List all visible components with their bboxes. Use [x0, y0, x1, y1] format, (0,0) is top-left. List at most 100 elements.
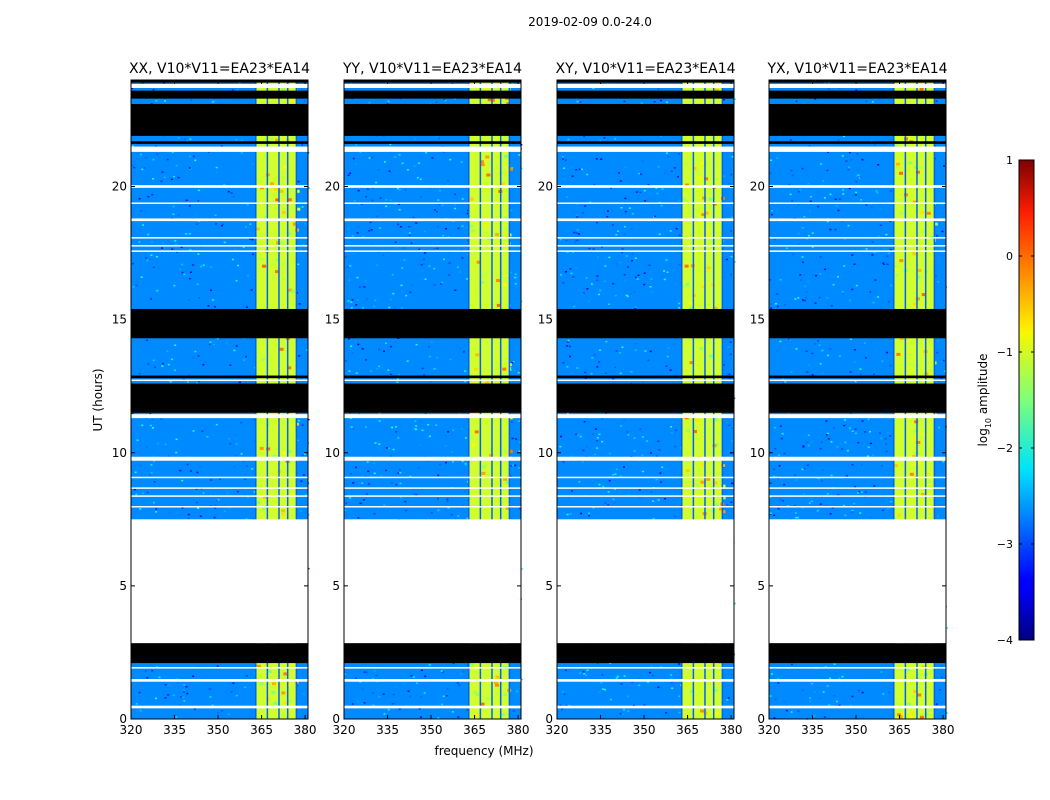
- data-gap: [344, 487, 521, 489]
- data-gap: [344, 237, 521, 239]
- data-gap: [769, 456, 946, 461]
- panel-1: XX, V10*V11=EA23*EA14 320 335 350 365 380 0 5 10…: [112, 61, 317, 737]
- x-tick-label: 335: [163, 723, 186, 737]
- data-gap: [131, 146, 308, 152]
- flagged-band: [344, 383, 521, 413]
- x-tick-label: 365: [888, 723, 911, 737]
- data-gap: [557, 495, 734, 497]
- data-gap: [344, 250, 521, 252]
- data-gap: [557, 83, 734, 88]
- data-gap: [131, 218, 308, 222]
- data-gap: [344, 146, 521, 152]
- x-tick-label: 365: [676, 723, 699, 737]
- data-gap: [131, 495, 308, 497]
- x-tick-label: 380: [932, 723, 955, 737]
- panel-title: YY, V10*V11=EA23*EA14: [342, 61, 522, 77]
- flagged-band: [131, 643, 308, 664]
- panel-title: YX, V10*V11=EA23*EA14: [766, 61, 947, 77]
- data-gap: [769, 506, 946, 508]
- data-gap: [769, 476, 946, 479]
- x-tick-label: 335: [589, 723, 612, 737]
- y-tick-label: 5: [119, 579, 127, 593]
- y-tick-label: 5: [545, 579, 553, 593]
- flagged-band: [131, 103, 308, 136]
- flagged-band: [769, 308, 946, 339]
- y-tick-label: 0: [545, 712, 553, 726]
- x-tick-label: 320: [120, 723, 143, 737]
- data-gap: [344, 202, 521, 204]
- data-gap: [769, 414, 946, 419]
- data-gap: [344, 245, 521, 247]
- flagged-band: [344, 375, 521, 379]
- x-tick-label: 320: [758, 723, 781, 737]
- flagged-band: [344, 90, 521, 99]
- data-gap: [344, 379, 521, 382]
- flagged-band: [131, 383, 308, 413]
- x-axis-label: frequency (MHz): [434, 744, 533, 758]
- data-gap: [131, 202, 308, 204]
- y-tick-label: 20: [750, 180, 765, 194]
- y-tick-label: 15: [112, 313, 127, 327]
- y-tick-label: 10: [325, 446, 340, 460]
- flagged-band: [344, 141, 521, 144]
- data-gap: [769, 250, 946, 252]
- y-tick-label: 5: [757, 579, 765, 593]
- data-gap: [344, 83, 521, 88]
- x-tick-label: 365: [250, 723, 273, 737]
- data-gap: [557, 218, 734, 222]
- flagged-band: [344, 308, 521, 339]
- data-gap: [769, 679, 946, 682]
- data-gap: [557, 237, 734, 239]
- no-data-region: [131, 519, 308, 644]
- x-tick-label: 380: [507, 723, 530, 737]
- panel-frame: [130, 79, 309, 720]
- data-gap: [769, 245, 946, 247]
- data-gap: [769, 495, 946, 497]
- data-gap: [557, 146, 734, 152]
- data-gap: [769, 237, 946, 239]
- panel-4: YX, V10*V11=EA23*EA14 320 335 350 365 380 0 5 10…: [750, 61, 955, 737]
- colorbar-label: log10 amplitude: [976, 354, 993, 447]
- flagged-band: [557, 90, 734, 99]
- colorbar-gradient: [1018, 159, 1035, 641]
- y-axis-label: UT (hours): [91, 368, 105, 431]
- y-tick-label: 15: [538, 313, 553, 327]
- flagged-band: [557, 80, 734, 83]
- flagged-band: [769, 80, 946, 83]
- x-tick-label: 320: [546, 723, 569, 737]
- data-gap: [769, 667, 946, 669]
- flagged-band: [557, 375, 734, 379]
- x-tick-label: 350: [633, 723, 656, 737]
- data-gap: [769, 218, 946, 222]
- flagged-band: [344, 80, 521, 83]
- flagged-band: [557, 308, 734, 339]
- data-gap: [131, 679, 308, 682]
- y-tick-label: 20: [112, 180, 127, 194]
- data-gap: [344, 506, 521, 508]
- panel-title: XY, V10*V11=EA23*EA14: [555, 61, 735, 77]
- x-tick-label: 335: [376, 723, 399, 737]
- x-tick-label: 365: [463, 723, 486, 737]
- data-gap: [557, 185, 734, 188]
- data-gap: [769, 83, 946, 88]
- flagged-band: [131, 375, 308, 379]
- x-tick-label: 380: [720, 723, 743, 737]
- data-gap: [557, 487, 734, 489]
- panel-frame: [556, 79, 735, 720]
- data-gap: [557, 245, 734, 247]
- data-gap: [557, 667, 734, 669]
- data-gap: [557, 476, 734, 479]
- data-gap: [131, 705, 308, 709]
- colorbar-tick-label: 1: [1006, 154, 1013, 167]
- flagged-band: [557, 643, 734, 664]
- data-gap: [131, 185, 308, 188]
- x-tick-label: 350: [207, 723, 230, 737]
- flagged-band: [769, 383, 946, 413]
- data-gap: [131, 379, 308, 382]
- y-tick-label: 15: [325, 313, 340, 327]
- flagged-band: [131, 141, 308, 144]
- flagged-band: [344, 643, 521, 664]
- panel-frame: [343, 79, 522, 720]
- data-gap: [557, 679, 734, 682]
- colorbar-tick-label: −3: [997, 538, 1013, 551]
